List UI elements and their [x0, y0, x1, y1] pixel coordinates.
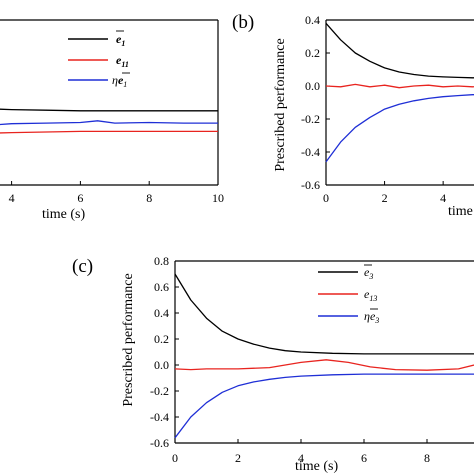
panel-a-series: [0, 108, 218, 134]
panel-c-ytick-label: 0.8: [154, 254, 169, 268]
panel-b-series-1: [325, 22, 474, 79]
panel-b-ytick-label: -0.6: [301, 178, 320, 192]
panel-a-xtick-label: 10: [212, 191, 224, 205]
panel-a-xlabel: time (s): [42, 207, 85, 222]
panel-b-label: (b): [232, 12, 254, 33]
panel-c-series-3: [174, 373, 474, 439]
legend-c-label-3: ηe3: [364, 309, 379, 325]
panel-c-series: [174, 273, 474, 439]
panel-a-series-3: [0, 120, 218, 126]
panel-b-xtick-label: 4: [440, 191, 446, 205]
panel-c-xtick-label: 2: [235, 451, 241, 465]
panel-b: (b) Prescribed performance 0 2 4 0.4 0.2 0.0 -…: [232, 12, 474, 219]
panel-c-xtick-label: 8: [424, 451, 430, 465]
legend-c-label-1: e3: [364, 265, 373, 281]
panel-c-xtick-label: 0: [172, 451, 178, 465]
panel-c-ytick-label: -0.6: [150, 436, 169, 450]
panel-b-ytick-label: -0.4: [301, 145, 320, 159]
legend-a-label-3: ηe1: [112, 73, 127, 89]
panel-a-axes: 4 6 8 10: [0, 19, 224, 205]
panel-b-xlabel: time: [448, 204, 473, 219]
panel-b-ytick-label: 0.0: [305, 79, 320, 93]
panel-a-xtick-label: 4: [9, 191, 15, 205]
panel-c-xtick-label: 6: [361, 451, 367, 465]
panel-c-ytick-label: 0.2: [154, 332, 169, 346]
panel-c-series-1: [174, 273, 474, 355]
panel-a-legend: e1 e11 ηe1: [68, 30, 130, 89]
panel-b-axes: 0 2 4 0.4 0.2 0.0 -0.2 -0.4 -0.6: [301, 13, 474, 205]
panel-a: 4 6 8 10 time (s) e1 e11 ηe1: [0, 19, 224, 222]
panel-c-series-2: [174, 359, 474, 371]
panel-c-axes: 0 2 4 6 8 0.8 0.6 0.4 0.2 0.0 -0.2 -0.4 -0.6: [150, 254, 474, 465]
panel-c-ytick-label: -0.2: [150, 384, 169, 398]
panel-c-xtick-label: 4: [298, 451, 304, 465]
panel-c-ylabel: Prescribed performance: [121, 273, 136, 406]
panel-b-ytick-label: 0.2: [305, 46, 320, 60]
panel-b-xtick-label: 0: [323, 191, 329, 205]
legend-a-label-2: e11: [116, 53, 129, 69]
panel-a-xtick-label: 6: [77, 191, 83, 205]
panel-c: (c) Prescribed performance 0 2 4 6 8 0.8 0.6 0.…: [72, 254, 474, 474]
panel-c-ytick-label: 0.4: [154, 306, 169, 320]
panel-b-ytick-label: -0.2: [301, 112, 320, 126]
panel-c-legend: e3 e13 ηe3: [318, 264, 379, 325]
legend-c-label-2: e13: [364, 287, 377, 303]
panel-a-xtick-label: 8: [146, 191, 152, 205]
panel-c-label: (c): [72, 256, 93, 277]
panel-c-ytick-label: -0.4: [150, 410, 169, 424]
panel-b-xtick-label: 2: [382, 191, 388, 205]
panel-b-series-2: [325, 83, 474, 89]
panel-a-series-1: [0, 108, 218, 112]
panel-b-series: [325, 22, 474, 163]
panel-a-series-2: [0, 130, 218, 134]
panel-b-ylabel: Prescribed performance: [273, 38, 288, 171]
panel-c-xlabel: time (s): [295, 459, 338, 474]
legend-a-label-1: e1: [116, 32, 125, 48]
panel-b-series-3: [325, 94, 474, 163]
panel-c-ytick-label: 0.6: [154, 280, 169, 294]
panel-c-ytick-label: 0.0: [154, 358, 169, 372]
panel-b-ytick-label: 0.4: [305, 13, 320, 27]
